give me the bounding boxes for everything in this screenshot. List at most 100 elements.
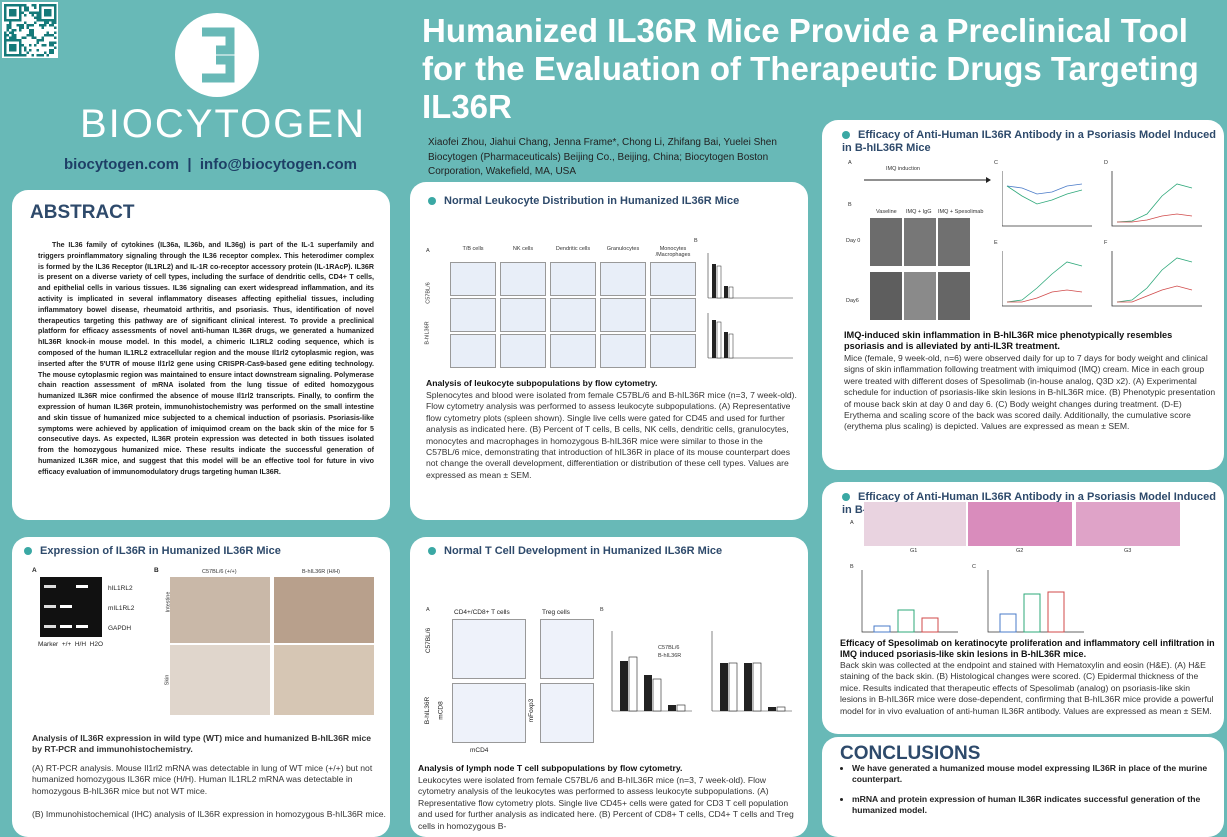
qr-module [9,31,12,34]
mouse-photo [938,218,970,266]
caption-title: IMQ-induced skin inflammation in B-hIL36… [844,330,1173,352]
qr-module [9,39,12,42]
qr-module [54,19,57,22]
qr-module [9,11,12,14]
row-label: C57BL/6 [425,627,433,654]
qr-module [39,11,42,14]
heading-text: Efficacy of Anti-Human IL36R Antibody in… [842,129,1216,154]
qr-module [31,14,34,17]
qr-module [14,36,17,39]
qr-module [51,34,54,37]
qr-module [34,16,37,19]
qr-module [36,14,39,17]
qr-module [4,16,7,19]
column-label: C57BL/6 (+/+) [202,569,237,575]
qr-module [14,19,17,22]
qr-module [11,14,14,17]
efficacy1-panel: Efficacy of Anti-Human IL36R Antibody in… [822,120,1224,470]
qr-module [9,49,12,52]
qr-module [4,9,7,12]
ihc-image [274,577,374,643]
qr-module [46,9,49,12]
qr-module [34,21,37,24]
qr-module [4,11,7,14]
qr-module [9,4,12,7]
panel-letter: A [850,520,854,526]
qr-module [19,16,22,19]
qr-module [31,29,34,32]
ihc-image [170,577,270,643]
panel-letter: B [848,202,852,208]
qr-module [46,11,49,14]
column-label: B-hIL36R (H/H) [302,569,340,575]
qr-module [54,41,57,44]
qr-module [44,14,47,17]
abstract-text: The IL36 family of cytokines (IL36a, IL3… [38,241,374,476]
qr-module [6,26,9,29]
panel-letter: B [850,564,854,570]
qr-module [29,44,32,47]
qr-module [51,4,54,7]
qr-module [14,9,17,12]
schedule-line [864,177,991,183]
qr-module [46,14,49,17]
qr-code [2,2,58,58]
group-label: Vaseline [876,209,897,215]
qr-module [11,44,14,47]
group-label: IMQ + IgG [906,209,932,215]
mouse-photo [904,218,936,266]
flow-plot [550,262,596,296]
caption-text: Mice (female, 9 week-old, n=6) were obse… [844,353,1216,432]
qr-module [36,11,39,14]
affiliation: Biocytogen (Pharmaceuticals) Beijing Co.… [428,152,769,177]
panel-letter: F [1104,240,1108,246]
qr-module [16,54,19,57]
qr-module [44,51,47,54]
flow-plot [650,262,696,296]
qr-module [19,39,22,42]
column-label: NK cells [512,246,534,252]
qr-module [4,19,7,22]
qr-module [19,24,22,27]
qr-module [21,11,24,14]
qr-module [4,44,7,47]
row-label: C57BL/6 [425,282,432,304]
qr-module [49,14,52,17]
column-label: T/B cells [462,246,484,252]
qr-module [19,9,22,12]
axis-label: mCD4 [470,747,489,754]
ihc-image [274,645,374,715]
section-heading: Efficacy of Anti-Human IL36R Antibody in… [842,129,1222,155]
qr-module [49,34,52,37]
flow-plot [452,619,526,679]
panel-letter: B [694,238,698,244]
qr-module [54,14,57,17]
expression-panel: Expression of IL36R in Humanized IL36R M… [12,537,390,837]
conclusions-heading: CONCLUSIONS [840,743,981,764]
qr-module [4,49,7,52]
qr-module [41,54,44,57]
qr-module [41,24,44,27]
conclusion-item: We have generated a humanized mouse mode… [852,763,1224,786]
qr-module [29,29,32,32]
qr-module [9,44,12,47]
panel-letter: B [600,607,604,613]
qr-module [54,31,57,34]
heading-text: Expression of IL36R in Humanized IL36R M… [40,545,281,557]
row-label: B-hIL36R [424,696,432,725]
qr-module [14,44,17,47]
qr-module [39,19,42,22]
qr-module [21,24,24,27]
qr-module [6,4,9,7]
flow-plot [540,683,594,743]
qr-module [19,4,22,7]
day-label: Day 0 [846,238,861,244]
column-label: Dendritic cells [555,246,591,252]
tcell-panel: Normal T Cell Development in Humanized I… [410,537,808,837]
qr-module [6,39,9,42]
qr-module [34,6,37,9]
qr-module [29,24,32,27]
flow-plot [452,683,526,743]
qr-module [49,49,52,52]
